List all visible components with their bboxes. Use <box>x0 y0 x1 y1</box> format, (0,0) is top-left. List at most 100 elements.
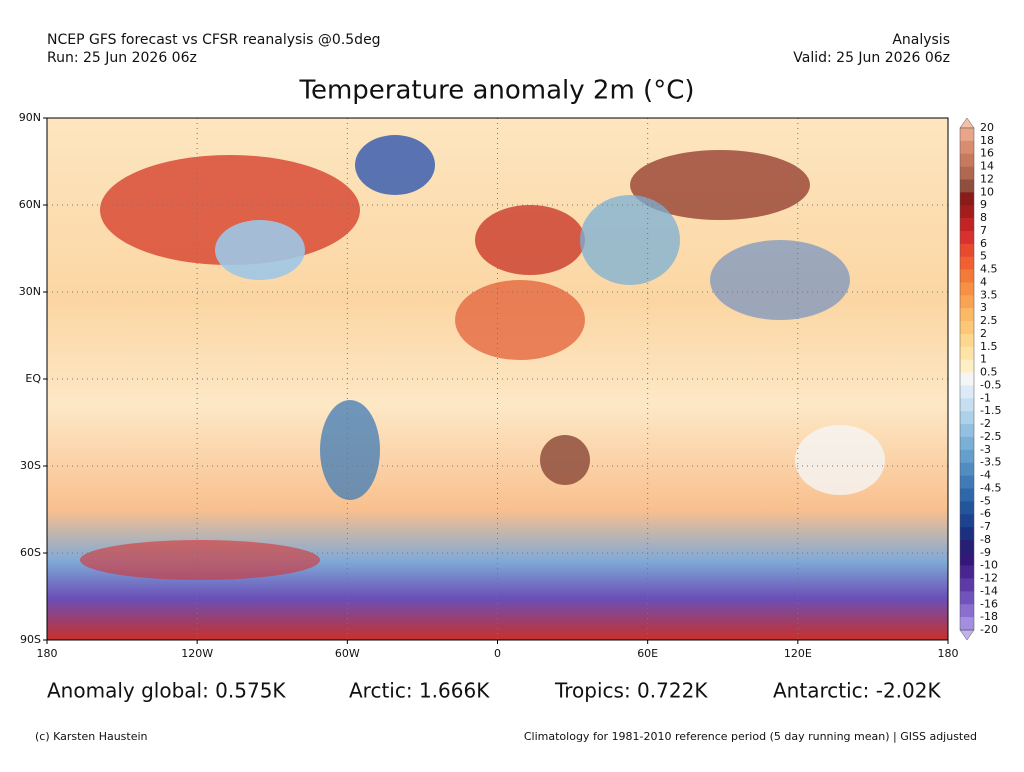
lon-label: 180 <box>37 647 58 660</box>
header-text: Valid: 25 Jun 2026 06z <box>793 50 950 66</box>
anomaly-blob <box>795 425 885 495</box>
colorbar-label: -4.5 <box>980 481 1001 494</box>
colorbar-segment <box>960 218 974 232</box>
colorbar-segment <box>960 617 974 631</box>
colorbar-label: -20 <box>980 623 998 636</box>
colorbar-segment <box>960 424 974 438</box>
colorbar-label: -3.5 <box>980 456 1001 469</box>
colorbar: 201816141210987654.543.532.521.510.5-0.5… <box>959 117 1001 641</box>
header-text: Run: 25 Jun 2026 06z <box>47 50 197 66</box>
anomaly-blob <box>320 400 380 500</box>
colorbar-segment <box>960 205 974 219</box>
colorbar-label: 0.5 <box>980 366 998 379</box>
colorbar-segment <box>960 346 974 360</box>
colorbar-label: 12 <box>980 172 994 185</box>
lat-label: 30N <box>19 285 41 298</box>
stat: Arctic: 1.666K <box>349 679 490 703</box>
colorbar-label: -3 <box>980 443 991 456</box>
colorbar-segment <box>960 269 974 283</box>
header-text: Analysis <box>892 32 950 48</box>
anomaly-blob <box>215 220 305 280</box>
colorbar-label: -14 <box>980 584 998 597</box>
colorbar-label: -1.5 <box>980 404 1001 417</box>
anomaly-blob <box>475 205 585 275</box>
colorbar-label: 1.5 <box>980 340 998 353</box>
colorbar-segment <box>960 411 974 425</box>
colorbar-label: 3 <box>980 301 987 314</box>
colorbar-label: 14 <box>980 160 994 173</box>
colorbar-segment <box>960 192 974 206</box>
footer-text: (c) Karsten Haustein <box>35 730 148 743</box>
colorbar-label: -5 <box>980 494 991 507</box>
colorbar-segment <box>960 282 974 296</box>
colorbar-label: 8 <box>980 211 987 224</box>
colorbar-segment <box>960 604 974 618</box>
lon-label: 60E <box>637 647 658 660</box>
stat: Tropics: 0.722K <box>554 679 708 703</box>
lon-label: 120W <box>181 647 213 660</box>
stat: Anomaly global: 0.575K <box>47 679 286 703</box>
colorbar-segment <box>960 166 974 180</box>
colorbar-segment <box>960 140 974 155</box>
colorbar-label: -6 <box>980 507 991 520</box>
colorbar-segment <box>960 295 974 309</box>
colorbar-segment <box>960 488 974 502</box>
anomaly-blob <box>710 240 850 320</box>
colorbar-label: 4 <box>980 275 987 288</box>
colorbar-label: -8 <box>980 533 991 546</box>
footer-text: Climatology for 1981-2010 reference peri… <box>524 730 977 743</box>
lat-label: 60S <box>20 546 41 559</box>
colorbar-segment <box>960 179 974 193</box>
colorbar-segment <box>960 552 974 566</box>
colorbar-label: 2.5 <box>980 314 998 327</box>
colorbar-cap <box>959 117 975 129</box>
colorbar-segment <box>960 359 974 373</box>
anomaly-blob <box>580 195 680 285</box>
colorbar-cap <box>959 629 975 641</box>
colorbar-segment <box>960 398 974 412</box>
anomaly-blob <box>455 280 585 360</box>
lat-label: 90N <box>19 111 41 124</box>
anomaly-blob <box>355 135 435 195</box>
colorbar-segment <box>960 256 974 270</box>
colorbar-segment <box>960 230 974 245</box>
colorbar-frame <box>959 127 975 631</box>
colorbar-label: 6 <box>980 237 987 250</box>
colorbar-segment <box>960 539 974 554</box>
lon-label: 180 <box>938 647 959 660</box>
colorbar-segment <box>960 308 974 322</box>
colorbar-segment <box>960 128 974 142</box>
colorbar-segment <box>960 591 974 605</box>
colorbar-label: -1 <box>980 391 991 404</box>
colorbar-label: 4.5 <box>980 263 998 276</box>
colorbar-label: -10 <box>980 559 998 572</box>
colorbar-segment <box>960 565 974 579</box>
lon-label: 120E <box>784 647 812 660</box>
header-text: NCEP GFS forecast vs CFSR reanalysis @0.… <box>47 32 381 48</box>
colorbar-segment <box>960 385 974 399</box>
colorbar-label: -9 <box>980 546 991 559</box>
stat: Antarctic: -2.02K <box>773 679 941 703</box>
colorbar-label: -2 <box>980 417 991 430</box>
colorbar-label: -18 <box>980 610 998 623</box>
anomaly-blob <box>80 540 320 580</box>
lat-label: 30S <box>20 459 41 472</box>
map-frame <box>46 117 949 641</box>
colorbar-segment <box>960 462 974 476</box>
colorbar-label: 3.5 <box>980 288 998 301</box>
colorbar-label: 18 <box>980 134 994 147</box>
colorbar-label: -12 <box>980 572 998 585</box>
colorbar-label: 1 <box>980 353 987 366</box>
colorbar-label: -2.5 <box>980 430 1001 443</box>
lat-label: 90S <box>20 633 41 646</box>
anomaly-blob <box>630 150 810 220</box>
colorbar-label: -4 <box>980 469 991 482</box>
colorbar-label: 7 <box>980 224 987 237</box>
title: Temperature anomaly 2m (°C) <box>299 76 695 106</box>
anomaly-blob <box>540 435 590 485</box>
colorbar-segment <box>960 475 974 489</box>
colorbar-label: 5 <box>980 250 987 263</box>
